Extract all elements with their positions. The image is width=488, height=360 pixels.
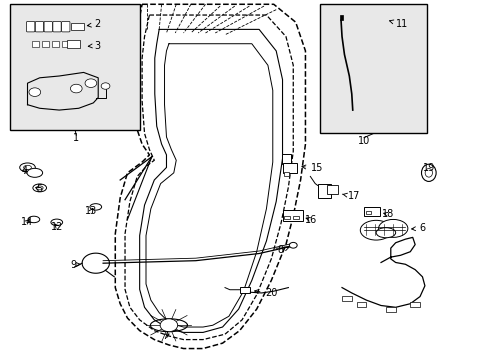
Bar [282,211,303,221]
Ellipse shape [421,164,435,181]
Text: 8: 8 [277,245,289,255]
Bar [356,302,366,307]
FancyBboxPatch shape [53,22,61,32]
Text: 17: 17 [342,192,360,202]
FancyBboxPatch shape [35,22,43,32]
Text: 16: 16 [305,215,317,225]
FancyBboxPatch shape [61,22,70,32]
Circle shape [101,83,110,89]
Ellipse shape [20,163,35,172]
Circle shape [160,319,177,332]
Ellipse shape [378,220,407,237]
Bar [409,302,419,307]
Bar [327,185,337,194]
Bar [61,41,68,47]
Ellipse shape [375,228,395,238]
Bar [385,307,395,312]
Text: 2: 2 [87,19,101,30]
Bar [284,172,289,176]
Bar [320,4,427,134]
Bar [293,216,299,220]
Text: 9: 9 [70,260,80,270]
Bar [32,41,39,47]
Bar [366,211,370,215]
Bar [71,23,83,31]
Ellipse shape [51,219,62,226]
Ellipse shape [90,204,102,210]
Text: 11: 11 [389,19,407,30]
Bar [341,296,351,301]
Text: 15: 15 [301,163,323,173]
Circle shape [289,242,297,248]
Bar [339,15,342,21]
Text: 7: 7 [162,331,169,341]
Text: 5: 5 [36,184,42,194]
Text: 19: 19 [422,163,434,173]
Ellipse shape [360,220,391,240]
Bar [52,41,59,47]
Circle shape [70,84,82,93]
Bar [239,287,250,293]
Circle shape [85,79,97,87]
Ellipse shape [28,216,40,223]
Ellipse shape [23,165,31,170]
Text: 13: 13 [85,206,97,216]
Text: 18: 18 [381,210,393,220]
Bar [282,154,290,164]
Bar [284,216,290,220]
Text: 1: 1 [73,133,79,143]
Circle shape [29,88,41,96]
Ellipse shape [36,186,43,190]
FancyBboxPatch shape [26,22,35,32]
Text: 14: 14 [21,217,33,226]
Text: 6: 6 [411,224,425,233]
Bar [66,40,80,48]
Bar [10,4,140,130]
Text: 20: 20 [254,288,277,298]
Bar [317,184,330,198]
Text: 12: 12 [51,222,63,231]
Ellipse shape [33,184,46,192]
Ellipse shape [424,168,431,177]
Ellipse shape [27,168,42,177]
Bar [363,207,379,216]
Text: 3: 3 [88,41,100,50]
Bar [282,163,297,173]
Bar [42,41,49,47]
FancyBboxPatch shape [44,22,52,32]
Text: 4: 4 [21,166,27,176]
Text: 10: 10 [357,136,369,146]
